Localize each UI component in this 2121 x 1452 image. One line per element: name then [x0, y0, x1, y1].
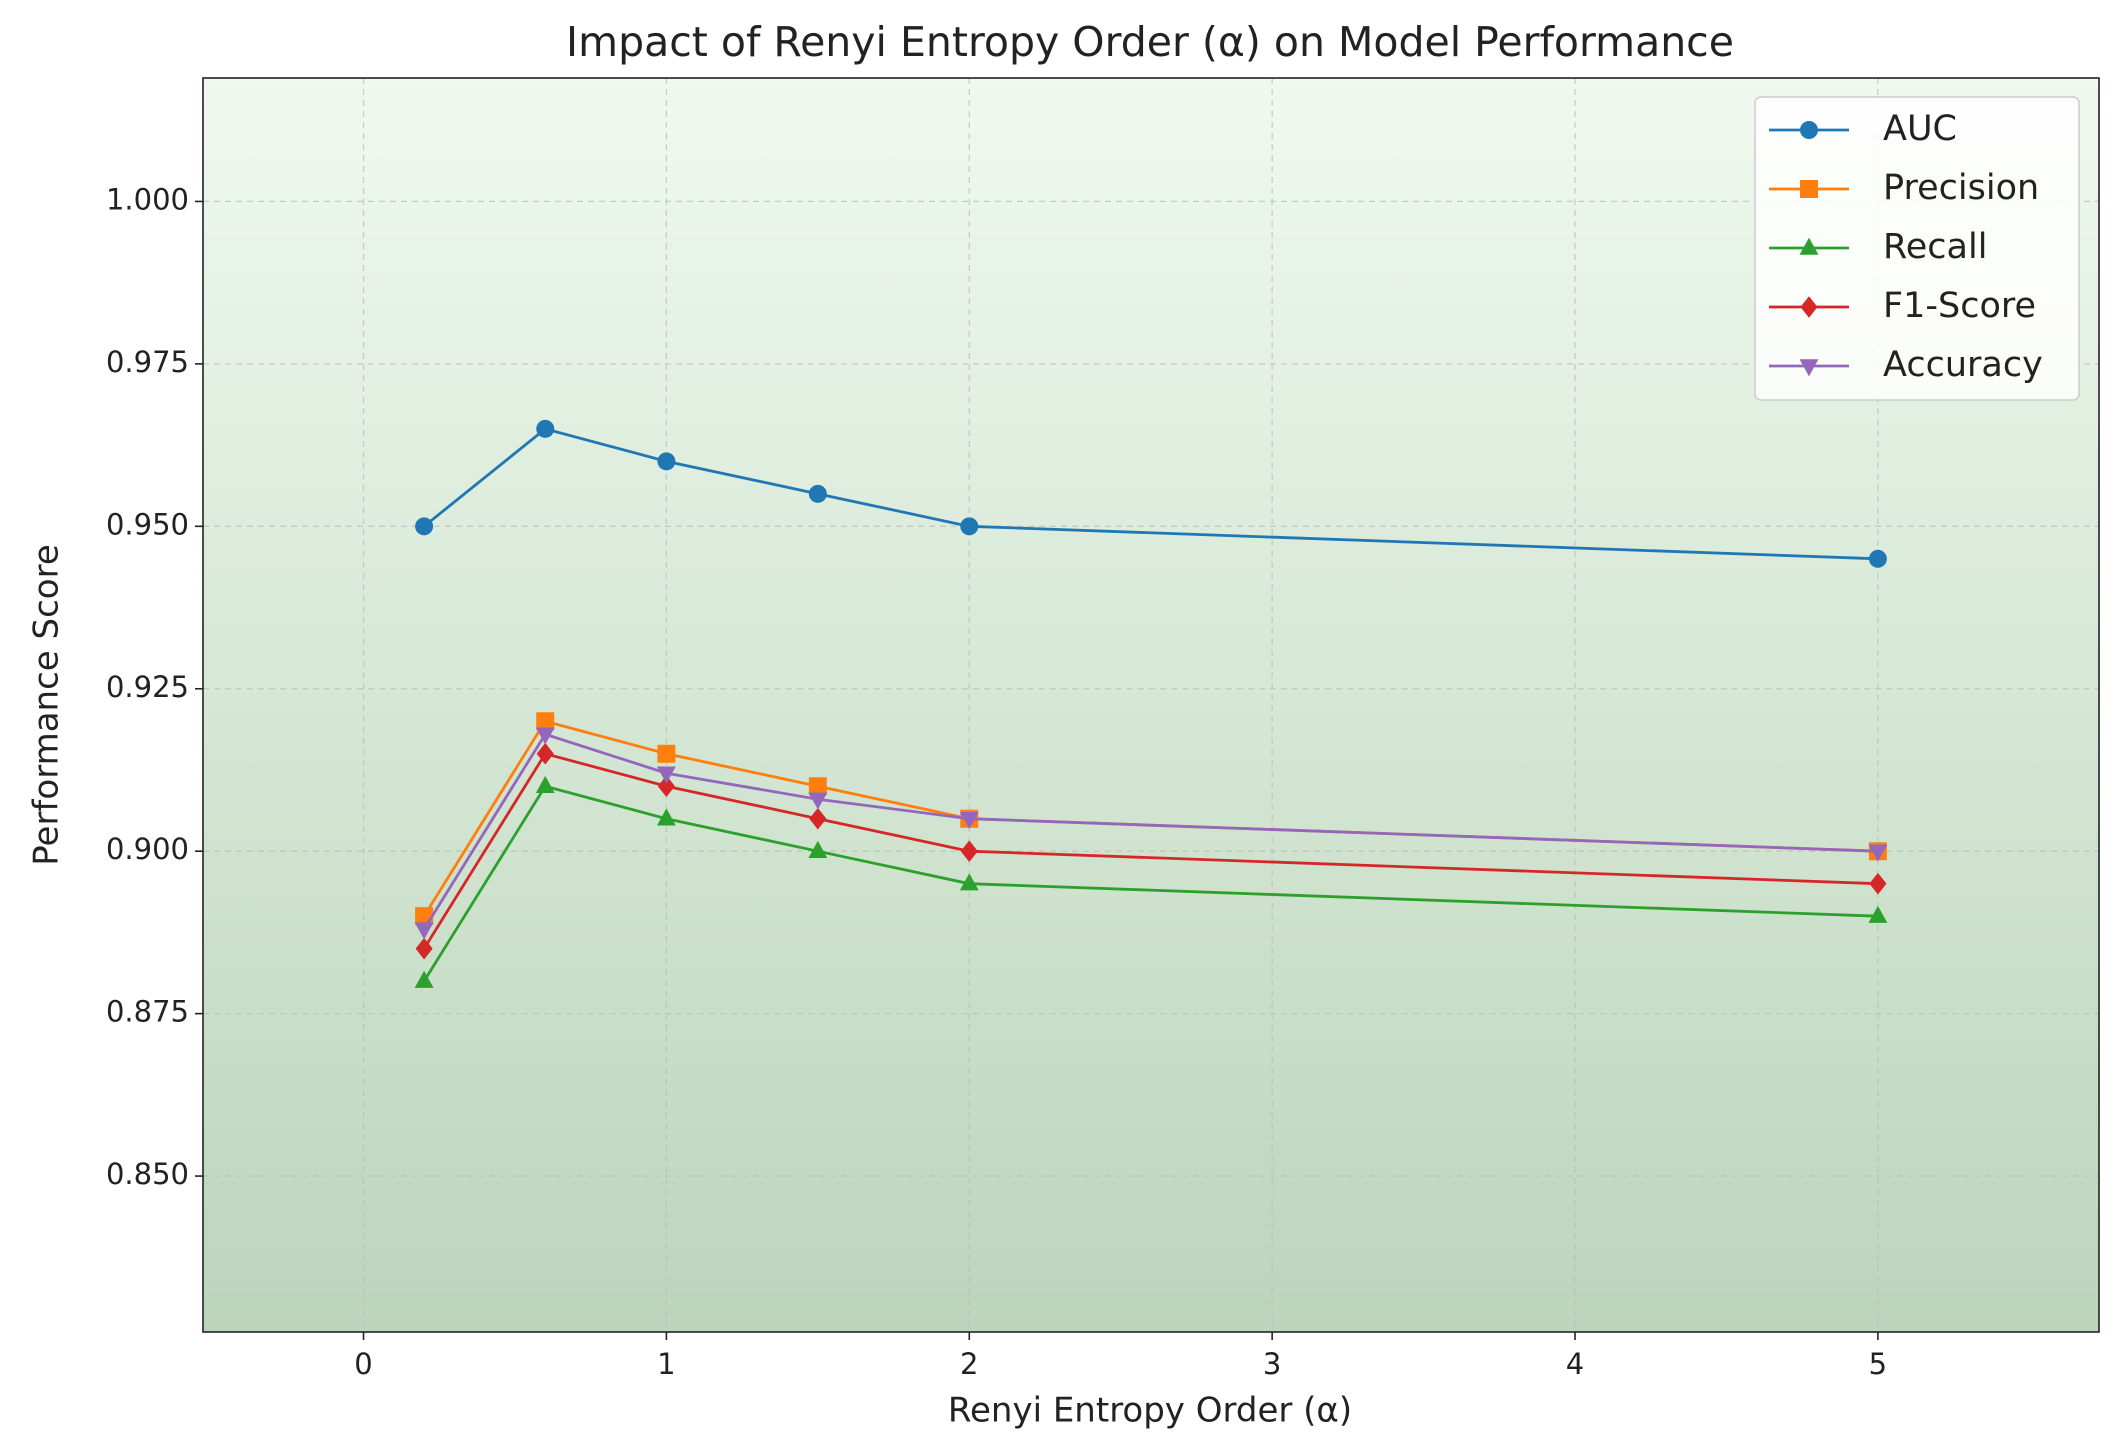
x-tick-label: 0 [354, 1347, 372, 1381]
chart-title: Impact of Renyi Entropy Order (α) on Mod… [566, 18, 1734, 66]
marker [808, 792, 828, 810]
marker [656, 808, 676, 826]
y-tick-label: 0.900 [106, 832, 189, 866]
grid [203, 78, 2099, 1332]
marker [960, 517, 979, 536]
plot-frame [202, 77, 2100, 1333]
y-axis-label: Performance Score [27, 544, 67, 866]
y-tick-label: 1.000 [106, 182, 189, 216]
marker [1868, 905, 1888, 923]
marker [808, 777, 827, 796]
legend-marker [1800, 121, 1818, 139]
y-tick-label: 0.925 [106, 670, 189, 704]
series-line [423, 427, 1878, 561]
x-axis-label: Renyi Entropy Order (α) [948, 1391, 1352, 1431]
marker [960, 840, 978, 862]
marker [536, 419, 555, 438]
marker [808, 484, 827, 503]
legend-box [1754, 96, 2080, 401]
legend: AUC Precision Recall F1-Score Accuracy [1754, 96, 2080, 401]
legend-label: Recall [1883, 227, 1987, 267]
y-tick-label: 0.875 [106, 995, 189, 1029]
marker [535, 775, 555, 793]
marker [1868, 844, 1888, 862]
marker [1868, 549, 1887, 568]
y-tick-label: 0.950 [106, 507, 189, 541]
series-line [422, 732, 1878, 930]
marker [536, 742, 554, 765]
marker [657, 775, 675, 798]
legend-label: AUC [1883, 109, 1957, 149]
marker [959, 811, 979, 830]
x-tick-label: 5 [1869, 1347, 1887, 1381]
marker [809, 807, 827, 830]
x-tick-label: 1 [657, 1347, 675, 1381]
x-tick-label: 2 [960, 1347, 978, 1381]
marker [1869, 872, 1887, 895]
marker [415, 937, 433, 960]
y-tick-label: 0.850 [106, 1157, 189, 1191]
marker [656, 766, 676, 784]
legend-label: F1-Score [1883, 286, 2036, 326]
marker [414, 922, 434, 940]
marker [415, 517, 434, 536]
marker [959, 873, 979, 891]
legend-marker [1799, 237, 1819, 255]
series-line [422, 784, 1878, 982]
x-tick-label: 4 [1566, 1347, 1584, 1381]
legend-marker [1800, 296, 1818, 318]
marker [414, 970, 434, 988]
marker [657, 452, 676, 471]
marker [536, 712, 555, 731]
legend-marker [1800, 180, 1818, 198]
marker [657, 744, 676, 763]
marker [808, 840, 828, 858]
legend-label: Precision [1883, 168, 2039, 208]
legend-marker [1799, 359, 1819, 377]
plot [414, 419, 1888, 988]
series-line [422, 752, 1878, 950]
legend-label: Accuracy [1883, 345, 2043, 385]
y-tick-label: 0.975 [106, 345, 189, 379]
marker [535, 727, 555, 745]
x-tick-label: 3 [1263, 1347, 1281, 1381]
